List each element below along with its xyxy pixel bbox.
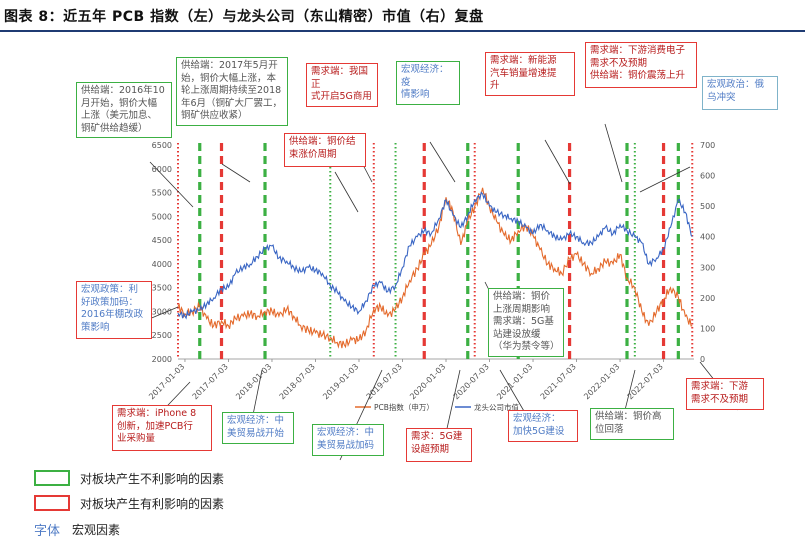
- annotation-box-a17: 供给端：铜价高 位回落: [590, 408, 674, 440]
- annotation-box-a15: 需求：5G建 设超预期: [406, 428, 472, 462]
- y-left-tick-label: 6000: [152, 165, 172, 174]
- callout-connector: [544, 139, 571, 185]
- y-left-tick-label: 4500: [152, 236, 172, 245]
- x-tick-label: 2020-01-03: [408, 362, 447, 401]
- y-right-tick-label: 200: [700, 294, 715, 303]
- annotation-box-a4: 宏观经济：疫 情影响: [396, 61, 460, 105]
- y-right-tick-label: 300: [700, 263, 715, 272]
- annotation-box-a9: 宏观政策：利 好政策加码： 2016年棚改政 策影响: [76, 281, 152, 339]
- page-title: 图表 8：近五年 PCB 指数（左）与龙头公司（东山精密）市值（右）复盘: [4, 9, 484, 25]
- annotation-box-a12: 需求端：iPhone 8 创新，加速PCB行 业采购量: [112, 405, 212, 451]
- x-tick-label: 2017-07-03: [191, 362, 230, 401]
- x-tick-label: 2022-07-03: [626, 362, 665, 401]
- x-tick-label: 2018-07-03: [278, 362, 317, 401]
- y-right-tick-label: 600: [700, 172, 715, 181]
- y-left-tick-label: 5500: [152, 189, 172, 198]
- legend-label-blue: 宏观因素: [72, 523, 121, 537]
- callout-connector: [149, 161, 194, 208]
- series-legend-label: PCB指数（申万）: [374, 402, 434, 412]
- annotation-box-a16: 宏观经济： 加快5G建设: [508, 410, 578, 442]
- annotation-box-a3: 需求端：我国正 式开启5G商用: [306, 63, 378, 107]
- legend-label-green: 对板块产生不利影响的因素: [80, 472, 225, 486]
- y-right-tick-label: 0: [700, 355, 705, 364]
- callout-connector: [221, 163, 251, 183]
- y-left-tick-label: 3000: [152, 307, 172, 316]
- y-left-tick-label: 2000: [152, 355, 172, 364]
- y-right-tick-label: 500: [700, 202, 715, 211]
- y-left-tick-label: 3500: [152, 284, 172, 293]
- x-tick-label: 2018-01-03: [234, 362, 273, 401]
- legend-label-red: 对板块产生有利影响的因素: [80, 497, 225, 511]
- callout-connector: [604, 123, 623, 183]
- callout-connector: [639, 166, 691, 193]
- annotation-box-a13: 宏观经济：中 美贸易战开始: [222, 412, 294, 444]
- y-left-tick-label: 6500: [152, 141, 172, 150]
- callout-connector: [429, 141, 456, 183]
- annotation-box-a11: 需求端：下游 需求不及预期: [686, 378, 764, 410]
- y-left-tick-label: 2500: [152, 331, 172, 340]
- legend-swatch-green: [34, 470, 70, 486]
- x-tick-label: 2019-01-03: [321, 362, 360, 401]
- y-left-tick-label: 4000: [152, 260, 172, 269]
- series-line-1: [177, 191, 693, 320]
- legend-blue-word: 字体: [34, 524, 61, 539]
- x-tick-label: 2017-01-03: [147, 362, 186, 401]
- annotation-box-a10: 供给端：铜价 上涨周期影响 需求端：5G基 站建设放缓 （华为禁令等）: [488, 288, 564, 357]
- series-line-0: [177, 187, 693, 349]
- series-legend-label: 龙头公司市值: [474, 402, 519, 412]
- callout-connector: [334, 171, 359, 213]
- x-tick-label: 2022-01-03: [582, 362, 621, 401]
- annotation-box-a7: 宏观政治：俄 乌冲突: [702, 76, 778, 110]
- annotation-box-a14: 宏观经济：中 美贸易战加码: [312, 424, 384, 456]
- chart-svg: 2000250030003500400045005000550060006500…: [141, 123, 739, 461]
- y-left-tick-label: 5000: [152, 212, 172, 221]
- x-tick-label: 2021-07-03: [539, 362, 578, 401]
- annotation-box-a5: 需求端：新能源 汽车销量增速提 升: [485, 52, 575, 96]
- annotation-box-a2: 供给端：2017年5月开 始，铜价大幅上涨，本 轮上涨周期持续至2018 年6月…: [176, 57, 288, 126]
- title-divider: [0, 30, 805, 32]
- annotation-box-a1: 供给端：2016年10 月开始，铜价大幅 上涨（美元加息、 铜矿供给趋缓）: [76, 82, 172, 138]
- legend-swatch-red: [34, 495, 70, 511]
- y-right-tick-label: 400: [700, 233, 715, 242]
- annotation-box-a6: 需求端：下游消费电子 需求不及预期 供给端：铜价震荡上升: [585, 42, 697, 88]
- annotation-box-a8: 供给端：铜价结 束涨价周期: [284, 133, 366, 167]
- y-right-tick-label: 700: [700, 141, 715, 150]
- y-right-tick-label: 100: [700, 324, 715, 333]
